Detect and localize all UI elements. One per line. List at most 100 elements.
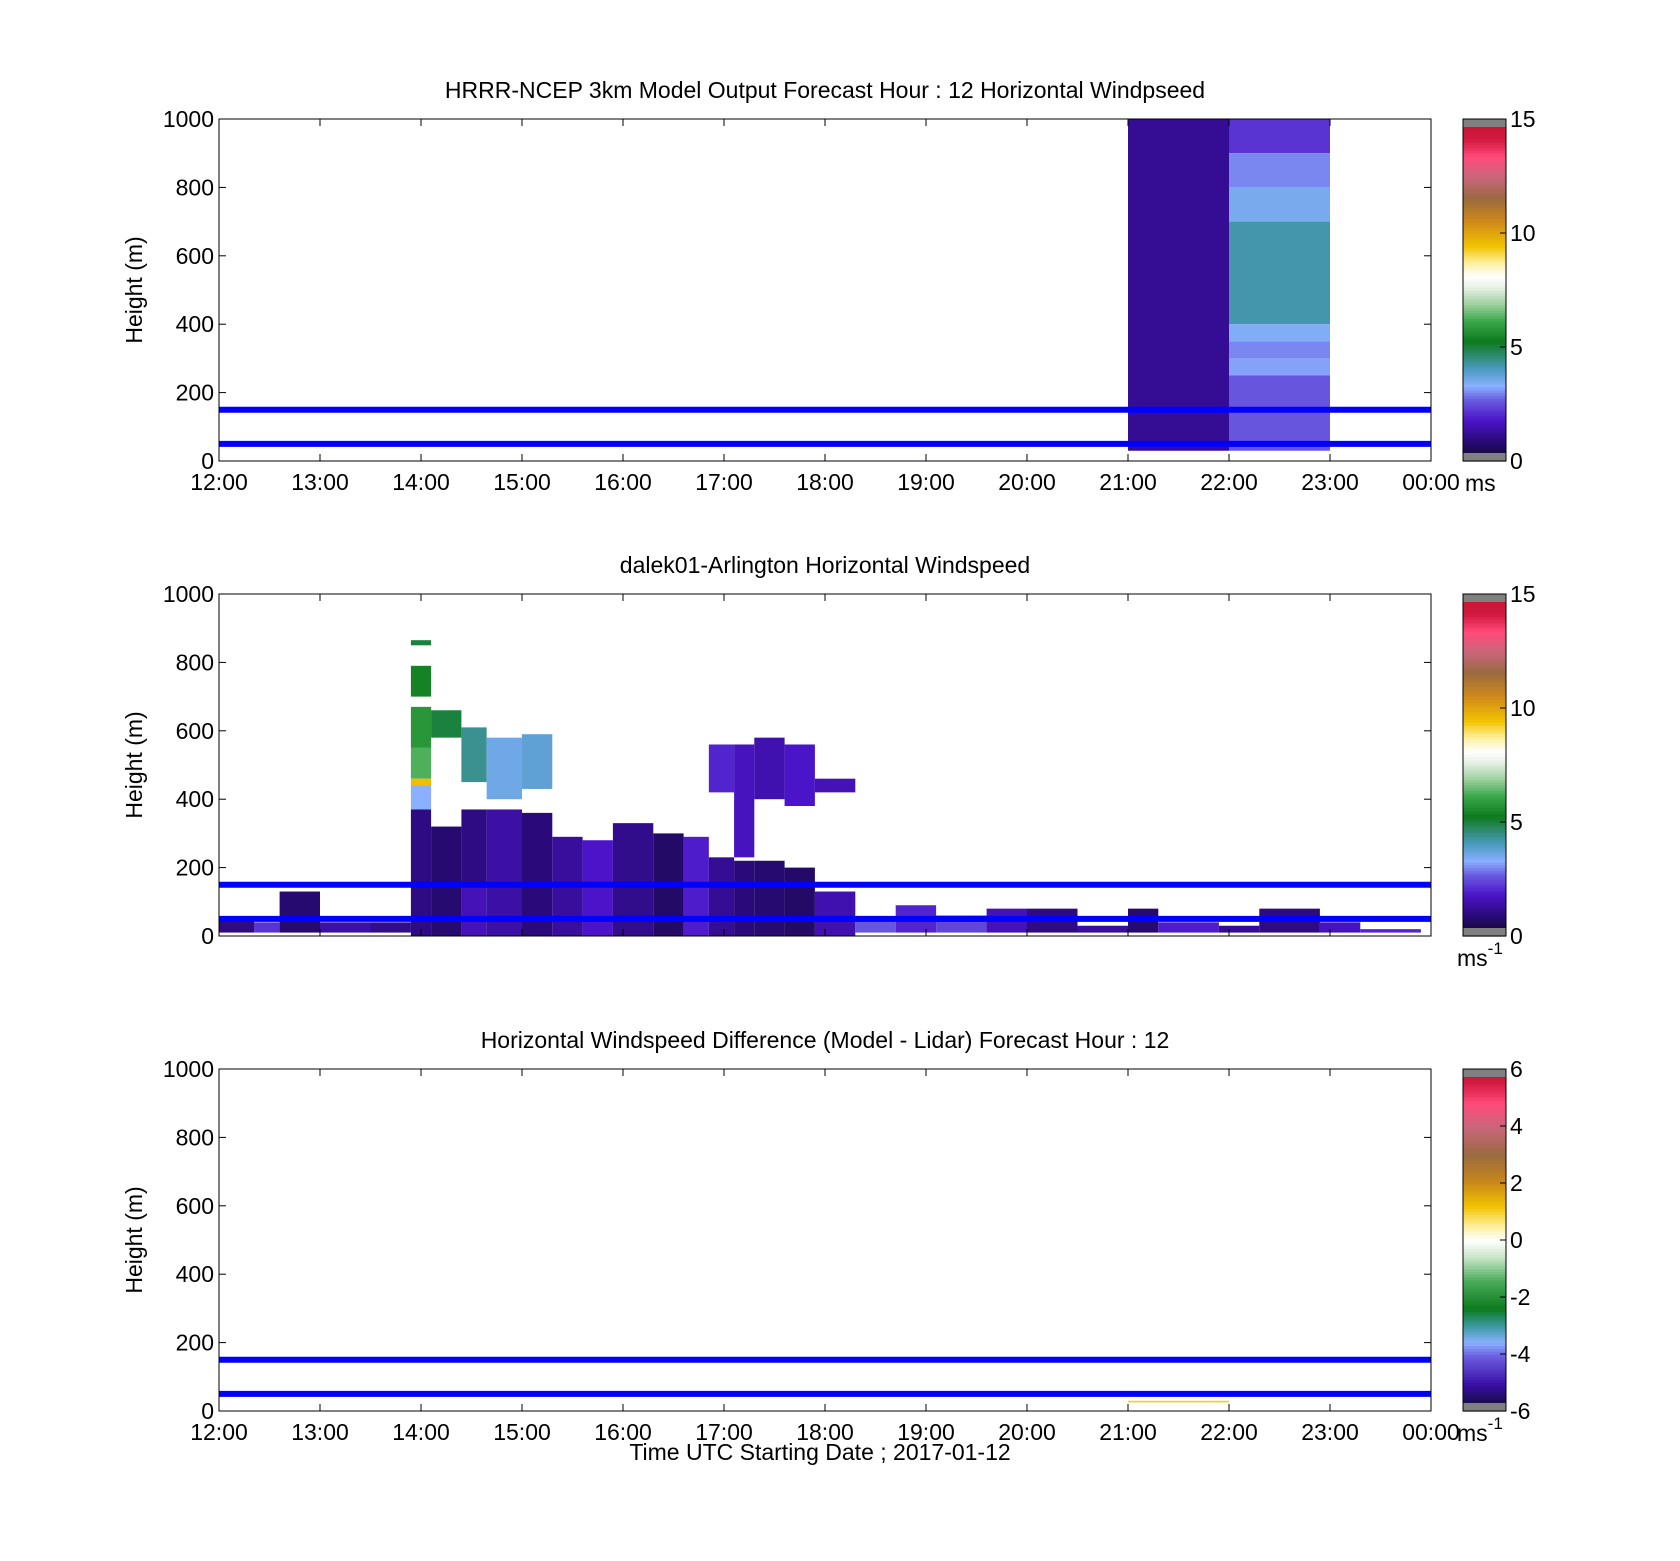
x-tick-label: 15:00 <box>493 1419 551 1445</box>
colorbar-segment <box>1463 639 1506 644</box>
colorbar-segment <box>1463 762 1506 766</box>
colorbar-segment <box>1463 844 1506 849</box>
colorbar-segment <box>1463 210 1506 214</box>
colorbar-segment <box>1463 392 1506 397</box>
data-cell <box>461 727 487 783</box>
y-tick-label: 400 <box>176 786 214 812</box>
colorbar-segment <box>1463 1305 1506 1309</box>
colorbar-segment <box>1463 264 1506 268</box>
data-cell <box>1319 922 1361 933</box>
colorbar-segment <box>1463 864 1506 869</box>
colorbar-segment <box>1463 1114 1506 1119</box>
colorbar-segment <box>1463 636 1506 641</box>
colorbar-segment <box>1463 853 1506 857</box>
colorbar-cap-top <box>1463 119 1506 127</box>
data-cell <box>320 922 371 933</box>
panel-title: Horizontal Windspeed Difference (Model -… <box>481 1027 1170 1053</box>
colorbar-segment <box>1463 1345 1506 1349</box>
colorbar-segment <box>1463 804 1506 809</box>
colorbar-segment <box>1463 438 1506 442</box>
data-cell <box>1229 341 1330 359</box>
colorbar-segment <box>1463 722 1506 726</box>
colorbar-tick-label: 0 <box>1510 448 1523 474</box>
colorbar-segment <box>1463 324 1506 328</box>
colorbar-segment <box>1463 443 1506 448</box>
y-tick-label: 200 <box>176 855 214 881</box>
colorbar-frame <box>1462 593 1507 937</box>
data-cell <box>1218 925 1260 933</box>
colorbar-segment <box>1463 1168 1506 1173</box>
colorbar-segment <box>1463 770 1506 775</box>
colorbar-segment <box>1463 1231 1506 1235</box>
colorbar-segment <box>1463 235 1506 240</box>
colorbar-segment <box>1463 318 1506 322</box>
colorbar-segment <box>1463 810 1506 815</box>
colorbar-segment <box>1463 916 1506 920</box>
y-tick-label: 200 <box>176 1330 214 1356</box>
colorbar-segment <box>1463 1077 1506 1081</box>
colorbar-segment <box>1463 349 1506 354</box>
colorbar-segment <box>1463 1348 1506 1352</box>
x-tick-label: 12:00 <box>190 1419 248 1445</box>
y-tick-label: 600 <box>176 718 214 744</box>
data-cell <box>1128 1400 1229 1403</box>
colorbar-segment <box>1463 1282 1506 1287</box>
colorbar-segment <box>1463 656 1506 661</box>
colorbar-segment <box>1463 1171 1506 1176</box>
y-tick-label: 200 <box>176 380 214 406</box>
data-cell <box>1077 925 1128 933</box>
colorbar-segment <box>1463 1240 1506 1244</box>
colorbar-segment <box>1463 881 1506 886</box>
colorbar-segment <box>1463 1080 1506 1084</box>
colorbar-segment <box>1463 301 1506 305</box>
data-cell <box>1229 221 1330 325</box>
colorbar-tick-label: -4 <box>1510 1341 1531 1367</box>
colorbar-segment <box>1463 873 1506 877</box>
colorbar-segment <box>1463 1268 1506 1272</box>
data-cell <box>708 744 735 793</box>
colorbar-segment <box>1463 921 1506 926</box>
colorbar-segment <box>1463 1185 1506 1190</box>
colorbar-segment <box>1463 1108 1506 1113</box>
data-cell <box>1229 375 1330 451</box>
colorbar-segment <box>1463 375 1506 379</box>
y-tick-label: 800 <box>176 1124 214 1150</box>
x-tick-label: 14:00 <box>392 1419 450 1445</box>
colorbar-segment <box>1463 372 1506 377</box>
colorbar-segment <box>1463 673 1506 678</box>
colorbar-segment <box>1463 369 1506 374</box>
colorbar-segment <box>1463 696 1506 701</box>
colorbar-segment <box>1463 822 1506 826</box>
colorbar-segment <box>1463 332 1506 337</box>
colorbar-segment <box>1463 776 1506 780</box>
x-tick-label: 12:00 <box>190 469 248 495</box>
colorbar-segment <box>1463 907 1506 911</box>
colorbar-segment <box>1463 1302 1506 1307</box>
y-tick-label: 400 <box>176 1261 214 1287</box>
colorbar-segment <box>1463 247 1506 251</box>
colorbar-segment <box>1463 1308 1506 1312</box>
colorbar-segment <box>1463 913 1506 917</box>
colorbar-segment <box>1463 1194 1506 1198</box>
colorbar-segment <box>1463 1297 1506 1301</box>
colorbar-segment <box>1463 1143 1506 1147</box>
colorbar-segment <box>1463 238 1506 243</box>
colorbar-segment <box>1463 255 1506 260</box>
colorbar-segment <box>1463 1251 1506 1255</box>
colorbar-segment <box>1463 401 1506 405</box>
colorbar-segment <box>1463 1103 1506 1107</box>
colorbar-segment <box>1463 1197 1506 1201</box>
colorbar-segment <box>1463 147 1506 151</box>
colorbar-segment <box>1463 1254 1506 1258</box>
y-tick-label: 600 <box>176 1193 214 1219</box>
colorbar-segment <box>1463 1120 1506 1124</box>
colorbar-segment <box>1463 887 1506 891</box>
colorbar-segment <box>1463 1237 1506 1241</box>
colorbar-segment <box>1463 716 1506 720</box>
colorbar-segment <box>1463 705 1506 709</box>
colorbar-segment <box>1463 144 1506 149</box>
colorbar-segment <box>1463 747 1506 752</box>
colorbar-segment <box>1463 412 1506 416</box>
colorbar-segment <box>1463 378 1506 382</box>
colorbar-segment <box>1463 315 1506 320</box>
